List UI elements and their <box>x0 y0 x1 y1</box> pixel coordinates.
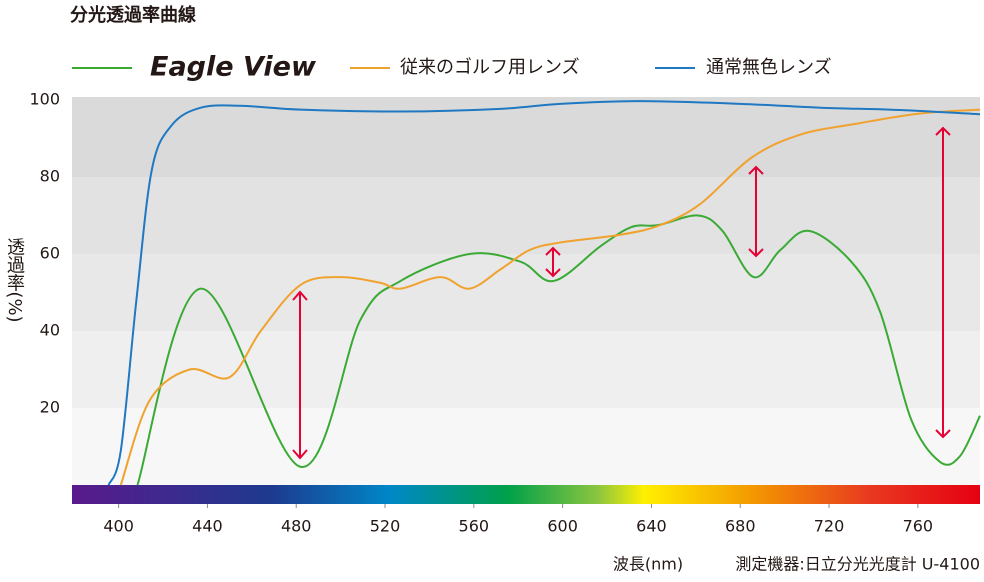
grid-band <box>72 408 980 485</box>
grid-band <box>72 331 980 408</box>
y-tick-label: 60 <box>40 244 60 263</box>
spectrum-bar <box>72 485 980 504</box>
x-tick-label: 760 <box>903 517 934 536</box>
x-tick-label: 600 <box>547 517 578 536</box>
grid-band <box>72 97 980 177</box>
series-line <box>119 108 981 486</box>
x-axis-label: 波長(nm) <box>613 555 683 574</box>
y-tick-label: 40 <box>40 321 60 340</box>
x-tick-label: 560 <box>459 517 490 536</box>
y-axis-label: 透過率(%) <box>4 237 25 322</box>
legend-label: 通常無色レンズ <box>706 57 832 78</box>
chart-title: 分光透過率曲線 <box>70 4 196 26</box>
y-tick-label: 20 <box>40 398 60 417</box>
grid-band <box>72 254 980 331</box>
grid-band <box>72 177 980 254</box>
x-tick-label: 480 <box>281 517 312 536</box>
legend-label: 従来のゴルフ用レンズ <box>400 57 580 78</box>
y-tick-label: 80 <box>40 167 60 186</box>
x-tick-label: 400 <box>103 517 134 536</box>
y-tick-label: 100 <box>29 90 60 109</box>
series-line <box>136 214 981 486</box>
x-tick-label: 720 <box>814 517 845 536</box>
x-tick-label: 520 <box>370 517 401 536</box>
x-tick-label: 640 <box>636 517 667 536</box>
arrows <box>292 126 951 460</box>
legend-label: Eagle View <box>150 52 317 83</box>
x-tick-label: 680 <box>725 517 756 536</box>
x-tick-label: 440 <box>192 517 223 536</box>
note: 測定機器:日立分光光度計 U-4100 <box>735 555 980 574</box>
series-line <box>107 100 981 486</box>
